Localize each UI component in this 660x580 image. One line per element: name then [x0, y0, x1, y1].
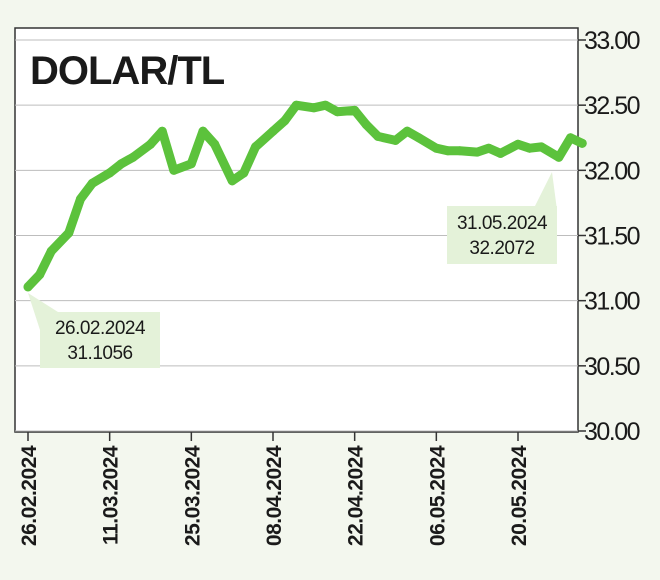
- end-callout: 31.05.2024 32.2072: [447, 172, 557, 264]
- data-point: [361, 120, 371, 130]
- xtick-label: 25.03.2024: [181, 445, 204, 546]
- data-point: [128, 152, 138, 162]
- data-point: [309, 103, 319, 113]
- start-callout: 26.02.2024 31.1056: [28, 293, 160, 368]
- xtick-label: 26.02.2024: [18, 445, 41, 546]
- start-callout-box: [40, 312, 160, 368]
- data-point: [76, 194, 85, 204]
- data-point: [116, 159, 126, 169]
- xtick-label: 20.05.2024: [508, 445, 531, 546]
- ytick-label: 32.00: [584, 157, 640, 185]
- ytick-label: 30.00: [584, 418, 640, 446]
- ytick-label: 31.00: [584, 288, 640, 316]
- data-point: [227, 176, 237, 186]
- chart-title: DOLAR/TL: [30, 49, 225, 93]
- data-point: [496, 148, 505, 158]
- ytick-label: 30.50: [584, 353, 640, 381]
- data-point: [157, 126, 167, 136]
- data-point: [472, 147, 482, 157]
- data-point: [146, 139, 155, 149]
- ytick-label: 31.50: [584, 223, 640, 251]
- data-point: [443, 146, 453, 156]
- data-point: [87, 178, 97, 188]
- data-point: [414, 133, 424, 143]
- data-point: [566, 133, 575, 143]
- data-point: [391, 135, 400, 145]
- data-point: [332, 107, 342, 117]
- data-point: [280, 116, 290, 126]
- data-point: [64, 228, 74, 238]
- data-point: [198, 126, 208, 136]
- data-point: [268, 126, 278, 136]
- xtick-label: 11.03.2024: [100, 445, 123, 545]
- data-point: [321, 100, 330, 110]
- start-callout-pointer: [28, 293, 58, 330]
- data-point: [373, 131, 383, 141]
- data-point: [554, 152, 564, 162]
- xtick-label: 06.05.2024: [426, 445, 449, 546]
- data-point: [484, 143, 494, 153]
- xtick-label: 22.04.2024: [345, 445, 368, 546]
- data-point: [350, 105, 360, 115]
- data-point: [577, 138, 587, 148]
- data-point: [431, 143, 441, 153]
- data-point: [186, 159, 196, 169]
- data-point: [210, 139, 220, 149]
- data-point: [239, 168, 249, 178]
- ytick-label: 33.00: [584, 27, 640, 55]
- data-point: [513, 139, 523, 149]
- data-point: [35, 270, 45, 280]
- end-callout-pointer: [535, 172, 557, 210]
- data-point: [291, 100, 301, 110]
- data-point: [105, 168, 115, 178]
- end-callout-value: 32.2072: [469, 238, 534, 259]
- data-point: [169, 165, 179, 175]
- ytick-label: 32.50: [584, 92, 640, 120]
- data-point: [402, 126, 412, 136]
- data-point: [23, 282, 33, 292]
- data-point: [251, 142, 260, 152]
- end-callout-date: 31.05.2024: [457, 213, 548, 234]
- end-callout-box: [447, 206, 557, 264]
- xtick-label: 08.04.2024: [263, 445, 286, 546]
- data-point: [525, 143, 535, 153]
- data-point: [46, 246, 56, 256]
- start-callout-value: 31.1056: [67, 343, 132, 364]
- data-point: [455, 146, 465, 156]
- start-callout-date: 26.02.2024: [55, 318, 146, 339]
- data-point: [536, 142, 546, 152]
